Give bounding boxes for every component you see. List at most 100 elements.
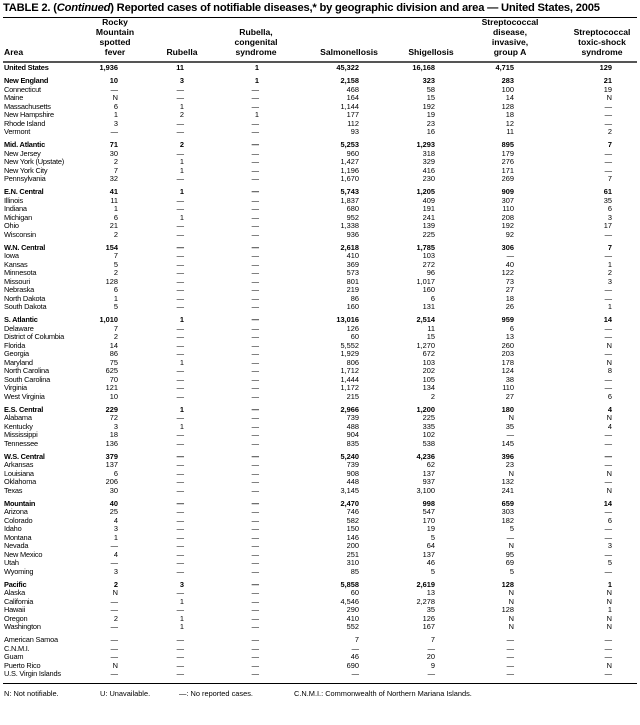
value-cell: — <box>176 221 184 230</box>
area-cell: Arizona <box>4 507 28 516</box>
value-cell: 160 <box>422 285 435 294</box>
table-row: New Mexico 4 — — 251 137 95 — <box>0 549 640 560</box>
value-cell: 137 <box>422 549 435 559</box>
value-cell: 538 <box>422 438 435 448</box>
value-cell: 122 <box>501 268 514 277</box>
table-row: Oklahoma 206 — — 448 937 132 — <box>0 477 640 487</box>
area-cell: Mississippi <box>4 430 38 439</box>
value-cell: — <box>176 477 184 486</box>
value-cell: 379 <box>105 451 118 461</box>
value-cell: N <box>606 588 612 597</box>
value-cell: — <box>176 669 184 678</box>
value-cell: 1,196 <box>340 165 360 175</box>
value-cell: 998 <box>422 498 435 508</box>
value-cell: 4,236 <box>416 451 436 461</box>
table-row: Louisiana 6 — — 908 137 N N <box>0 469 640 479</box>
table-row: North Dakota 1 — — 86 6 18 — <box>0 294 640 304</box>
value-cell: 4 <box>607 421 612 431</box>
value-cell: 276 <box>501 157 514 166</box>
value-cell: 160 <box>346 302 359 311</box>
value-cell: 4,715 <box>495 63 515 72</box>
value-cell: 2 <box>179 110 184 119</box>
value-cell: 71 <box>109 140 118 149</box>
value-cell: 14 <box>109 340 118 350</box>
value-cell: — <box>251 93 259 102</box>
value-cell: 959 <box>501 315 514 324</box>
table-row: Texas 30 — — 3,145 3,100 241 N <box>0 486 640 496</box>
value-cell: — <box>604 285 612 294</box>
area-cell: Colorado <box>4 515 33 525</box>
value-cell: 128 <box>501 101 514 111</box>
table-row: California — 1 — 4,546 2,278 N N <box>0 596 640 607</box>
value-cell: 73 <box>505 276 514 286</box>
value-cell: — <box>176 451 184 461</box>
value-cell: 409 <box>422 195 435 205</box>
value-cell: 1 <box>113 110 118 119</box>
value-cell: 1 <box>113 532 118 542</box>
value-cell: 1,010 <box>99 315 119 324</box>
area-cell: Kansas <box>4 259 28 269</box>
value-cell: — <box>176 532 184 542</box>
value-cell: 3 <box>113 566 118 576</box>
value-cell: 318 <box>422 148 435 158</box>
column-header: Rocky Mountain spotted fever <box>95 17 135 57</box>
value-cell: 7 <box>607 174 612 183</box>
value-cell: — <box>176 259 184 269</box>
value-cell: 269 <box>501 174 514 183</box>
area-cell: California <box>4 596 34 606</box>
value-cell: 2 <box>607 127 612 136</box>
value-cell: — <box>110 622 118 631</box>
value-cell: — <box>251 221 259 230</box>
value-cell: 5 <box>509 566 514 576</box>
value-cell: 14 <box>603 315 612 324</box>
value-cell: — <box>176 524 184 533</box>
value-cell: — <box>110 596 118 606</box>
value-cell: — <box>110 669 118 678</box>
value-cell: — <box>604 477 612 486</box>
table-title: TABLE 2. (Continued) Reported cases of n… <box>3 2 600 14</box>
value-cell: 3 <box>113 118 118 128</box>
title-rule <box>3 17 637 18</box>
value-cell: — <box>176 635 184 644</box>
value-cell: 1,144 <box>340 101 360 111</box>
value-cell: 26 <box>505 302 514 311</box>
value-cell: 1 <box>179 622 184 631</box>
value-cell: 260 <box>501 340 514 350</box>
area-cell: Minnesota <box>4 268 37 277</box>
value-cell: 3 <box>179 579 184 589</box>
value-cell: 126 <box>346 323 359 333</box>
value-cell: — <box>251 404 259 414</box>
value-cell: — <box>351 643 359 653</box>
value-cell: 4 <box>113 515 118 525</box>
value-cell: — <box>176 652 184 661</box>
value-cell: 960 <box>346 148 359 158</box>
value-cell: 72 <box>109 413 118 422</box>
value-cell: 1 <box>179 101 184 111</box>
value-cell: 2,278 <box>416 596 436 606</box>
value-cell: N <box>508 613 514 623</box>
value-cell: 139 <box>422 221 435 230</box>
value-cell: — <box>506 643 514 653</box>
value-cell: — <box>251 148 259 158</box>
value-cell: — <box>251 242 259 252</box>
area-cell: West Virginia <box>4 391 45 401</box>
table-row: Hawaii — — — 290 35 128 1 <box>0 605 640 615</box>
area-cell: Puerto Rico <box>4 660 41 670</box>
value-cell: 1 <box>179 165 184 175</box>
value-cell: — <box>176 588 184 597</box>
table-row: Kansas 5 — — 369 272 40 1 <box>0 259 640 270</box>
value-cell: 952 <box>346 212 359 222</box>
value-cell: — <box>604 430 612 439</box>
area-cell: New England <box>4 76 49 85</box>
table-row: W.S. Central 379 — — 5,240 4,236 396 — <box>0 451 640 462</box>
value-cell: — <box>176 251 184 260</box>
area-cell: North Carolina <box>4 366 49 375</box>
value-cell: — <box>604 251 612 260</box>
table-row: U.S. Virgin Islands — — — — — — — <box>0 669 640 679</box>
value-cell: 6 <box>113 212 118 222</box>
table-row: Montana 1 — — 146 5 — — <box>0 532 640 543</box>
value-cell: 1,270 <box>416 340 436 350</box>
value-cell: — <box>176 148 184 158</box>
value-cell: — <box>604 383 612 392</box>
value-cell: 46 <box>426 558 435 567</box>
